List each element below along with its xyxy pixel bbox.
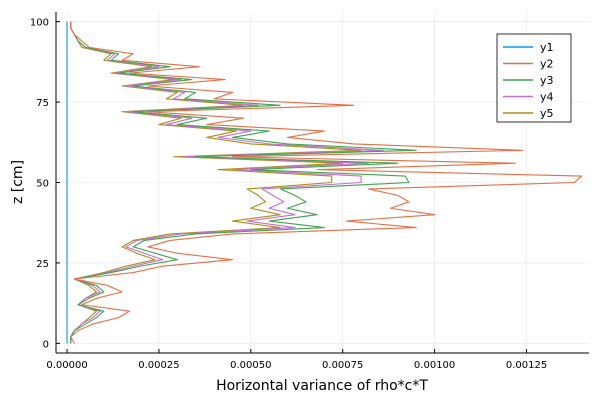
y-tick-label: 75	[36, 98, 49, 109]
series-group	[66, 21, 583, 344]
series-line-y2	[70, 21, 583, 344]
x-tick-label: 0.00075	[322, 360, 363, 371]
legend: y1 y2 y3 y4 y5	[496, 33, 572, 123]
y-axis-label: z [cm]	[10, 160, 26, 204]
x-tick-label: 0.00000	[46, 360, 87, 371]
y-tick-label: 100	[30, 18, 49, 29]
y-tick-label: 0	[43, 339, 49, 350]
x-tick-label: 0.00125	[506, 360, 547, 371]
x-axis-label: Horizontal variance of rho*c*T	[216, 378, 428, 394]
x-tick-label: 0.00025	[138, 360, 179, 371]
x-tick-label: 0.00100	[414, 360, 455, 371]
x-ticks: 0.00000 0.00025 0.00050 0.00075 0.00100 0.001…	[46, 349, 547, 371]
legend-label-y4: y4	[540, 91, 554, 104]
legend-label-y1: y1	[540, 41, 554, 54]
series-line-y3	[70, 21, 417, 344]
legend-label-y3: y3	[540, 74, 554, 87]
legend-box	[496, 33, 572, 123]
x-tick-label: 0.00050	[230, 360, 271, 371]
y-ticks: 0 25 50 75 100	[30, 18, 60, 350]
legend-label-y5: y5	[540, 107, 554, 120]
y-tick-label: 50	[36, 179, 49, 190]
y-tick-label: 25	[36, 259, 49, 270]
legend-label-y2: y2	[540, 58, 554, 71]
